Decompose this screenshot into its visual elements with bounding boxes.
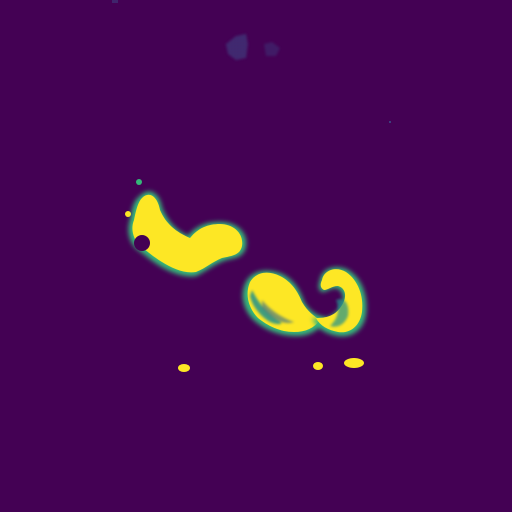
mask-blob-middle: [242, 270, 326, 336]
noise-dot: [389, 121, 391, 123]
mask-blob-right: [312, 267, 367, 337]
noise-speck-top: [112, 0, 280, 60]
mask-speck-bottom: [178, 358, 364, 372]
mask-blob-left: [125, 179, 247, 277]
